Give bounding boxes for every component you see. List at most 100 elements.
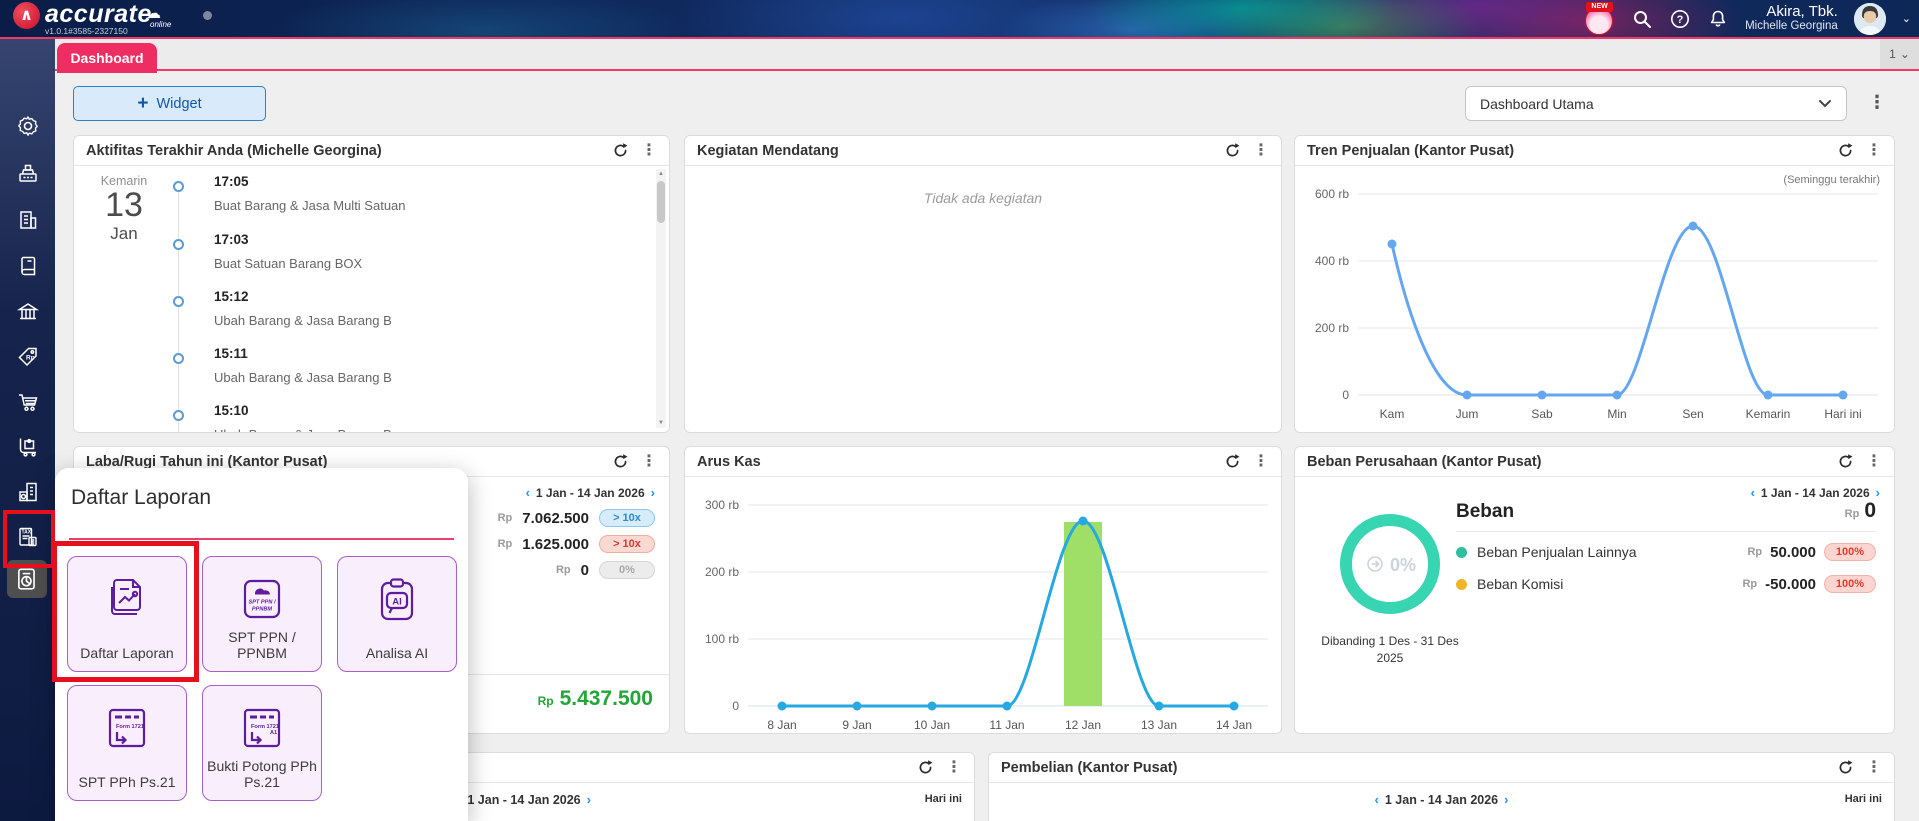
svg-text:300 rb: 300 rb — [705, 498, 739, 512]
activity-event-text[interactable]: Ubah Barang & Jasa Barang B — [214, 370, 392, 385]
today-label: Hari ini — [1845, 793, 1882, 805]
svg-text:13 Jan: 13 Jan — [1141, 718, 1177, 732]
date-range-nav: ‹ 1 Jan - 14 Jan 2026 › — [1375, 792, 1509, 807]
sidebar-item-tax[interactable]: TAX — [0, 520, 55, 554]
prev-range-icon[interactable]: ‹ — [526, 485, 530, 500]
sidebar-item-cash-register[interactable] — [0, 156, 55, 190]
accurate-logo-icon[interactable]: ∧ — [13, 2, 40, 29]
svg-text:600 rb: 600 rb — [1315, 187, 1349, 201]
refresh-icon[interactable] — [917, 759, 934, 776]
add-widget-button[interactable]: + Widget — [73, 86, 266, 121]
sidebar-item-settings[interactable] — [0, 109, 55, 143]
tile-label: SPT PPN / PPNBM — [207, 629, 317, 662]
refresh-icon[interactable] — [1837, 142, 1854, 159]
brand-online-label: online — [150, 20, 171, 29]
activity-event-time: 15:12 — [214, 289, 249, 304]
card-menu-kebab[interactable]: ⋮ — [1866, 454, 1882, 470]
scrollbar-thumb[interactable] — [657, 181, 665, 223]
card-cash-flow-header: Arus Kas ⋮ — [685, 447, 1281, 477]
tile-daftar-laporan[interactable]: Daftar Laporan — [67, 556, 187, 672]
card-menu-kebab[interactable]: ⋮ — [1866, 143, 1882, 159]
notifications-bell-icon[interactable] — [1707, 8, 1729, 30]
next-range-icon[interactable]: › — [1504, 792, 1508, 807]
report-pie-icon — [14, 566, 40, 592]
refresh-icon[interactable] — [1837, 453, 1854, 470]
sidebar-item-pricing[interactable]: Rp — [0, 340, 55, 374]
scroll-up-icon[interactable]: ▲ — [656, 171, 666, 177]
select-chevron-icon — [1818, 96, 1832, 112]
tab-count-dropdown[interactable]: 1 ⌄ — [1880, 39, 1919, 69]
timeline-dot — [173, 296, 184, 307]
card-menu-kebab[interactable]: ⋮ — [1253, 454, 1269, 470]
refresh-icon[interactable] — [1224, 142, 1241, 159]
legend-row[interactable]: Beban Penjualan Lainnya Rp 50.000 100% — [1456, 536, 1876, 568]
svg-text:9 Jan: 9 Jan — [842, 718, 871, 732]
next-range-icon[interactable]: › — [1876, 485, 1880, 500]
search-icon[interactable] — [1631, 8, 1653, 30]
sidebar-item-sales[interactable] — [0, 385, 55, 419]
currency-label: Rp — [1845, 508, 1860, 520]
today-label: Hari ini — [925, 793, 962, 805]
svg-text:TAX: TAX — [21, 530, 31, 536]
card-purchases-title: Pembelian (Kantor Pusat) — [1001, 760, 1177, 776]
legend-label: Beban Komisi — [1477, 576, 1563, 592]
user-name: Michelle Georgina — [1745, 20, 1838, 33]
refresh-icon[interactable] — [1837, 759, 1854, 776]
next-range-icon[interactable]: › — [587, 792, 591, 807]
sidebar-item-reports[interactable] — [7, 560, 47, 598]
prev-range-icon[interactable]: ‹ — [1375, 792, 1379, 807]
next-range-icon[interactable]: › — [651, 485, 655, 500]
user-info[interactable]: Akira, Tbk. Michelle Georgina — [1745, 4, 1838, 33]
card-expenses: Beban Perusahaan (Kantor Pusat) ⋮ ‹ 1 Ja… — [1294, 446, 1895, 734]
refresh-icon[interactable] — [612, 453, 629, 470]
currency-label: Rp — [538, 694, 554, 708]
timeline-dot — [173, 353, 184, 364]
scroll-down-icon[interactable]: ▼ — [656, 420, 666, 426]
refresh-icon[interactable] — [1224, 453, 1241, 470]
legend-row[interactable]: Beban Komisi Rp -50.000 100% — [1456, 568, 1876, 600]
dashboard-options-kebab[interactable]: ⋮ — [1868, 92, 1886, 113]
tab-count-value: 1 — [1889, 47, 1896, 61]
card-menu-kebab[interactable]: ⋮ — [1866, 760, 1882, 776]
svg-text:Form 1721: Form 1721 — [116, 724, 144, 730]
legend-dot-icon — [1456, 579, 1467, 590]
dashboard-select[interactable]: Dashboard Utama — [1465, 86, 1847, 121]
tile-label: Analisa AI — [342, 645, 452, 662]
user-avatar[interactable] — [1854, 3, 1886, 35]
user-menu-chevron-icon[interactable]: ⌄ — [1902, 12, 1911, 25]
refresh-icon[interactable] — [612, 142, 629, 159]
reports-popup: Daftar Laporan Daftar Laporan SPT PPN / … — [55, 468, 468, 821]
profit-loss-row: Rp 1.625.000 > 10x — [498, 535, 655, 553]
tile-bukti-potong-pph-ps21[interactable]: Form 1721 A1 Bukti Potong PPh Ps.21 — [202, 685, 322, 801]
sidebar-item-company[interactable] — [0, 203, 55, 237]
sidebar-item-ledger[interactable] — [0, 249, 55, 283]
card-menu-kebab[interactable]: ⋮ — [946, 760, 962, 776]
help-icon[interactable]: ? — [1669, 8, 1691, 30]
card-menu-kebab[interactable]: ⋮ — [1253, 143, 1269, 159]
card-menu-kebab[interactable]: ⋮ — [641, 143, 657, 159]
sales-trend-chart: 600 rb 400 rb 200 rb 0 Kam Jum Sab Min S… — [1303, 172, 1888, 430]
tile-spt-pph-ps21[interactable]: Form 1721 SPT PPh Ps.21 — [67, 685, 187, 801]
activity-event-text[interactable]: Buat Satuan Barang BOX — [214, 256, 362, 271]
tab-dashboard[interactable]: Dashboard — [57, 43, 157, 73]
total-value: 5.437.500 — [560, 687, 653, 711]
sidebar-item-inventory[interactable] — [0, 430, 55, 464]
activity-event-time: 15:10 — [214, 403, 249, 418]
tile-analisa-ai[interactable]: AI Analisa AI — [337, 556, 457, 672]
activity-event-text[interactable]: Buat Barang & Jasa Multi Satuan — [214, 198, 406, 213]
cash-flow-chart: 300 rb 200 rb 100 rb 0 8 Jan 9 Jan 10 Ja… — [693, 483, 1278, 734]
tab-count-chevron-icon: ⌄ — [1900, 47, 1910, 61]
card-menu-kebab[interactable]: ⋮ — [641, 454, 657, 470]
activity-scrollbar[interactable]: ▲ ▼ — [656, 169, 666, 428]
activity-event-text[interactable]: Ubah Barang & Jasa Barang B — [214, 313, 392, 328]
prev-range-icon[interactable]: ‹ — [1751, 485, 1755, 500]
activity-date-block: Kemarin 13 Jan — [88, 174, 160, 244]
add-widget-label: Widget — [156, 96, 201, 112]
profit-loss-total: Rp 5.437.500 — [538, 687, 653, 711]
activity-event-text[interactable]: Ubah Barang & Jasa Barang B — [214, 427, 392, 433]
tile-spt-ppn-ppnbm[interactable]: SPT PPN / PPNBM SPT PPN / PPNBM — [202, 556, 322, 672]
svg-text:11 Jan: 11 Jan — [989, 718, 1024, 732]
sidebar-item-assets[interactable] — [0, 295, 55, 329]
whats-new-button[interactable]: NEW — [1585, 4, 1615, 34]
sidebar-item-company-report[interactable] — [0, 475, 55, 509]
